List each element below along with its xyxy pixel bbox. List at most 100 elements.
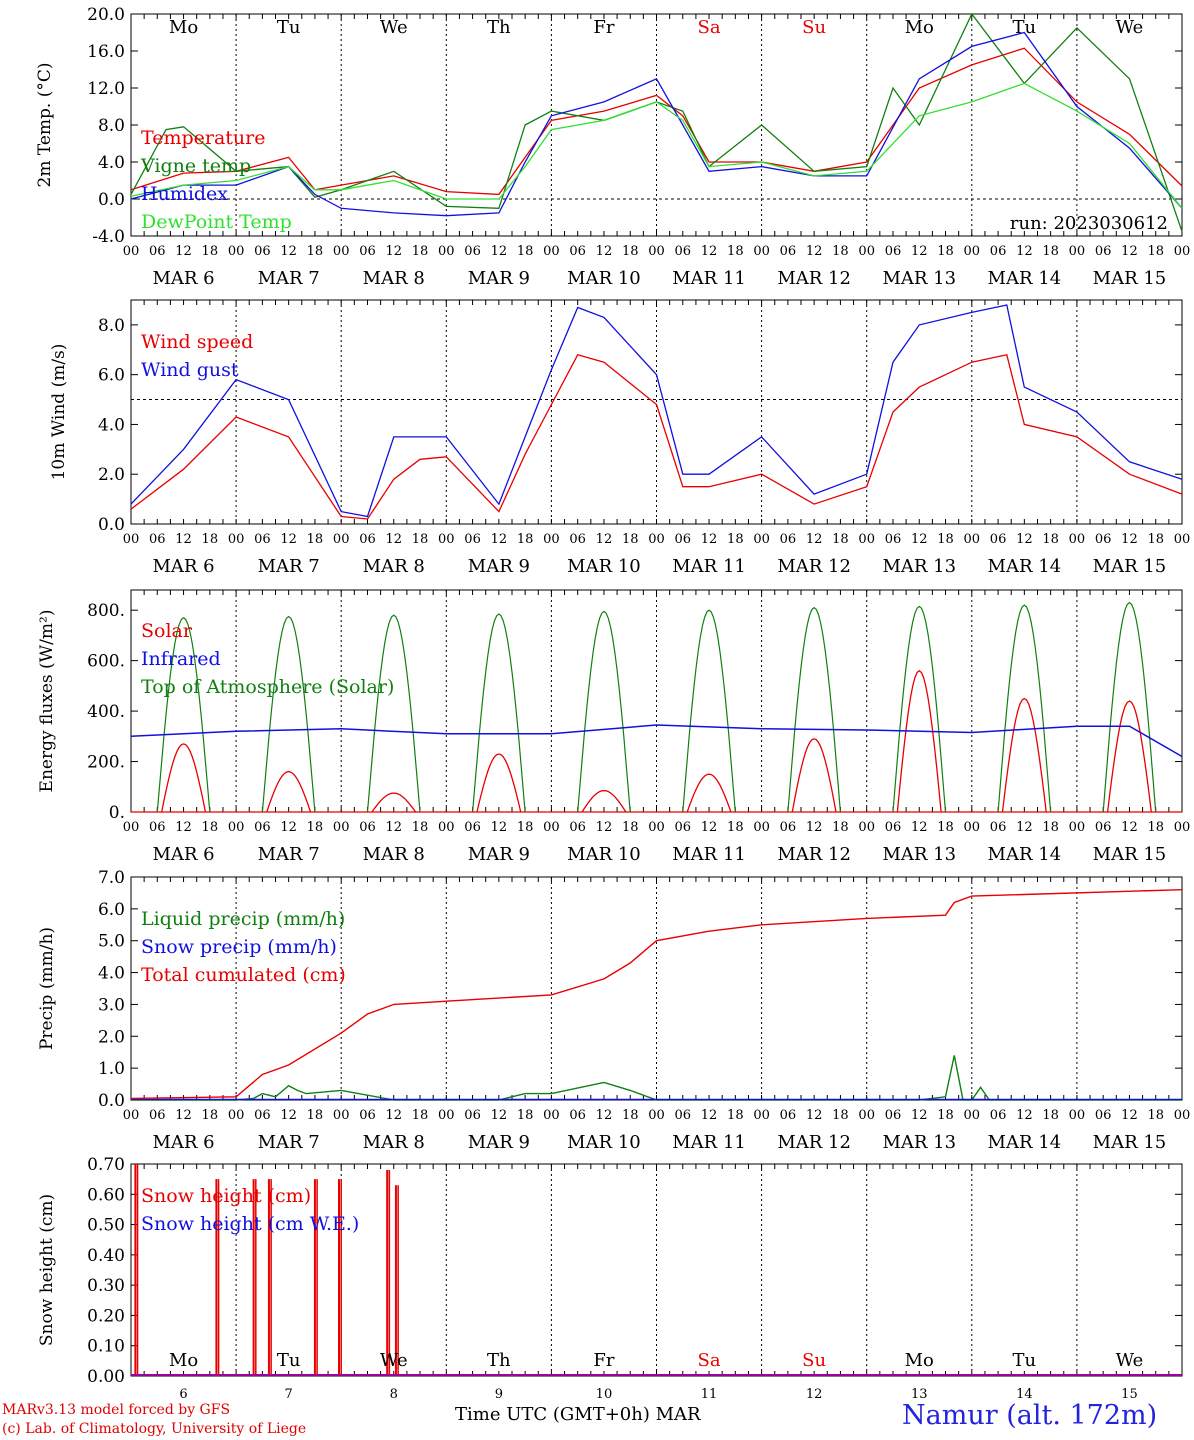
hour-tick-label: 00: [1174, 244, 1191, 259]
hour-tick-label: 12: [596, 1108, 613, 1123]
weekday-label: Mo: [905, 1350, 934, 1371]
hour-tick-label: 12: [385, 244, 402, 259]
hour-tick-label: 06: [990, 244, 1007, 259]
time-axis-title: Time UTC (GMT+0h): [455, 1404, 650, 1425]
hour-tick-label: 18: [727, 244, 744, 259]
date-label: MAR 7: [258, 1132, 320, 1153]
legend-entry: Solar: [141, 620, 193, 642]
hour-tick-label: 18: [622, 244, 639, 259]
date-label: MAR 13: [882, 268, 956, 289]
hour-tick-label: 18: [937, 244, 954, 259]
hour-tick-label: 12: [806, 820, 823, 835]
hour-tick-label: 06: [990, 1108, 1007, 1123]
series-line: [686, 773, 732, 813]
hour-tick-label: 18: [307, 1108, 324, 1123]
hour-tick-label: 18: [622, 1108, 639, 1123]
y-tick-label: 600.: [87, 652, 125, 672]
date-label: MAR 15: [1093, 844, 1167, 865]
hour-tick-label: 06: [990, 532, 1007, 547]
hour-tick-label: 00: [1069, 244, 1086, 259]
hour-tick-label: 18: [937, 820, 954, 835]
weekday-label: Mo: [169, 1350, 198, 1371]
weekday-label: We: [380, 17, 408, 38]
date-label: MAR 6: [152, 1132, 214, 1153]
time-axis-label: Time UTC (GMT+0h) MAR: [455, 1404, 701, 1425]
weekday-label: Mo: [169, 17, 198, 38]
date-label: MAR 15: [1093, 556, 1167, 577]
hour-tick-label: 12: [280, 1108, 297, 1123]
hour-tick-label: 00: [333, 532, 350, 547]
hour-tick-label: 12: [911, 1108, 928, 1123]
series-line: [791, 738, 837, 813]
hour-tick-label: 18: [1042, 244, 1059, 259]
series-line: [161, 743, 207, 813]
legend-entry: Liquid precip (mm/h): [141, 908, 345, 930]
date-label: MAR 15: [1093, 1132, 1167, 1153]
hour-tick-label: 12: [491, 532, 508, 547]
hour-tick-label: 18: [412, 244, 429, 259]
hour-tick-label: 06: [254, 1108, 271, 1123]
hour-tick-label: 00: [753, 532, 770, 547]
y-tick-label: 2.0: [98, 1027, 125, 1047]
hour-tick-label: 12: [491, 1108, 508, 1123]
y-tick-label: 0.: [109, 803, 125, 823]
hour-tick-label: 12: [1121, 1108, 1138, 1123]
hour-tick-label: 00: [964, 244, 981, 259]
hour-tick-label: 00: [228, 244, 245, 259]
weekday-label: Th: [487, 17, 511, 38]
y-tick-label: -4.0: [92, 227, 125, 247]
weekday-label: We: [1116, 1350, 1144, 1371]
weekday-label: Tu: [277, 1350, 301, 1371]
date-label: MAR 7: [258, 556, 320, 577]
hour-tick-label: 12: [385, 820, 402, 835]
hour-tick-label: 18: [937, 532, 954, 547]
series-line: [130, 354, 1183, 520]
date-label: MAR 9: [468, 556, 530, 577]
y-tick-label: 0.0: [98, 1091, 125, 1111]
y-tick-label: 8.0: [98, 316, 125, 336]
series-line: [581, 789, 627, 813]
day-number-label: 6: [179, 1387, 187, 1402]
hour-tick-label: 06: [885, 1108, 902, 1123]
hour-tick-label: 00: [123, 820, 140, 835]
day-number-label: 15: [1121, 1387, 1138, 1402]
y-tick-label: 0.10: [87, 1337, 125, 1357]
hour-tick-label: 18: [832, 1108, 849, 1123]
hour-tick-label: 00: [648, 1108, 665, 1123]
series-line: [130, 304, 1183, 518]
hour-tick-label: 00: [858, 1108, 875, 1123]
date-label: MAR 11: [672, 268, 746, 289]
hour-tick-label: 12: [280, 820, 297, 835]
day-number-label: 14: [1016, 1387, 1033, 1402]
legend-entry: Snow precip (mm/h): [141, 936, 337, 958]
hour-tick-label: 06: [254, 532, 271, 547]
date-label: MAR 12: [777, 844, 851, 865]
date-label: MAR 6: [152, 844, 214, 865]
y-tick-label: 3.0: [98, 995, 125, 1015]
hour-tick-label: 18: [202, 820, 219, 835]
hour-tick-label: 12: [175, 820, 192, 835]
series-line: [997, 604, 1052, 813]
hour-tick-label: 12: [385, 1108, 402, 1123]
y-axis-label: Snow height (cm): [37, 1194, 57, 1346]
date-label: MAR 10: [567, 556, 641, 577]
lab-credit: (c) Lab. of Climatology, University of L…: [2, 1421, 307, 1437]
date-label: MAR 6: [152, 268, 214, 289]
series-line: [130, 82, 1183, 209]
hour-tick-label: 06: [464, 1108, 481, 1123]
y-tick-label: 6.0: [98, 900, 125, 920]
date-label: MAR 11: [672, 556, 746, 577]
y-tick-label: 8.0: [98, 116, 125, 136]
hour-tick-label: 06: [149, 1108, 166, 1123]
hour-tick-label: 00: [648, 244, 665, 259]
hour-tick-label: 06: [885, 820, 902, 835]
hour-tick-label: 00: [753, 1108, 770, 1123]
hour-tick-label: 00: [333, 244, 350, 259]
hour-tick-label: 18: [727, 532, 744, 547]
model-credit: MARv3.13 model forced by GFS: [2, 1402, 231, 1418]
date-label: MAR 10: [567, 1132, 641, 1153]
hour-tick-label: 18: [517, 820, 534, 835]
hour-tick-label: 12: [175, 1108, 192, 1123]
y-axis-label: 2m Temp. (°C): [35, 62, 55, 187]
hour-tick-label: 00: [438, 1108, 455, 1123]
